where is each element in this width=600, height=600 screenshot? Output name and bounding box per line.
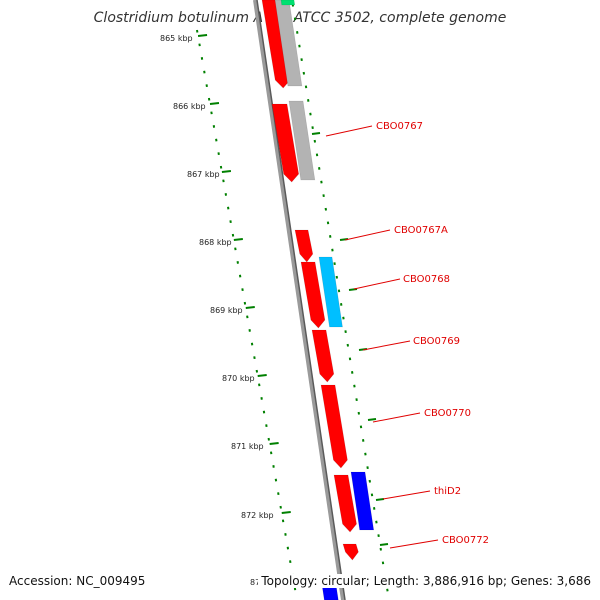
- gene-arrow-red: [294, 229, 314, 263]
- genome-backbone: [253, 0, 345, 600]
- gene-label-cbo0768: CBO0768: [403, 274, 450, 285]
- gene-arrow-gray: [274, 0, 303, 87]
- kbp-tick-label: 865 kbp: [160, 34, 193, 43]
- gene-label-cbo0769: CBO0769: [413, 336, 460, 347]
- gene-label-cbo0767: CBO0767: [376, 121, 423, 132]
- major-tick: [233, 238, 243, 241]
- major-tick: [257, 374, 267, 377]
- gene-arrow-red: [320, 384, 348, 469]
- major-tick: [245, 306, 255, 309]
- gene-arrow-gray: [288, 100, 316, 181]
- gene-label-cbo0767a: CBO0767A: [394, 225, 448, 236]
- label-leader-line: [344, 229, 391, 241]
- major-tick: [269, 442, 279, 445]
- genome-title: Clostridium botulinum A str. ATCC 3502, …: [93, 10, 507, 26]
- kbp-tick-label: 870 kbp: [222, 374, 255, 383]
- tick-ring: [196, 29, 297, 591]
- gene-arrow-red: [311, 329, 335, 383]
- major-tick: [197, 34, 208, 37]
- kbp-tick-label: 872 kbp: [241, 511, 274, 520]
- kbp-tick-label: 869 kbp: [210, 306, 243, 315]
- gene-arrow-red: [261, 0, 291, 89]
- outer-ring-tick: [367, 418, 377, 421]
- accession-text: Accession: NC_009495: [9, 574, 146, 588]
- kbp-tick-label: 867 kbp: [187, 170, 220, 179]
- outer-ring-tick: [311, 132, 321, 135]
- label-leader-line: [362, 340, 411, 351]
- gene-label-cbo0772: CBO0772: [442, 535, 489, 546]
- gene-arrow-dark-blue: [350, 471, 375, 531]
- label-leader-line: [353, 278, 401, 290]
- label-leader-line: [325, 125, 373, 137]
- outer-ring-tick: [348, 288, 358, 291]
- kbp-tick-label-partial: 87: [250, 578, 260, 587]
- major-tick: [209, 102, 220, 105]
- gene-label-cbo0770: CBO0770: [424, 408, 471, 419]
- gene-arrow-light-blue: [318, 256, 343, 328]
- gene-label-thid2: thiD2: [434, 486, 461, 497]
- major-tick: [281, 511, 291, 514]
- gene-features: [261, 0, 375, 600]
- gene-arrow-green: [280, 0, 296, 6]
- major-tick: [221, 170, 232, 173]
- label-leader-line: [382, 490, 431, 500]
- gene-arrow-red: [300, 261, 326, 329]
- gene-label-layer: [325, 125, 439, 549]
- outer-ring-tick: [375, 498, 385, 501]
- kbp-tick-label: 866 kbp: [173, 102, 206, 111]
- gene-arrow-red: [271, 103, 300, 183]
- gene-arrow-red: [333, 474, 357, 533]
- gene-arrow-red: [342, 543, 359, 561]
- outer-dotted-ring: [291, 3, 389, 592]
- outer-ring-tick: [379, 543, 389, 546]
- kbp-tick-label: 871 kbp: [231, 442, 264, 451]
- label-leader-line: [389, 539, 439, 549]
- genome-stats-text: Topology: circular; Length: 3,886,916 bp…: [258, 574, 591, 588]
- label-leader-line: [372, 412, 421, 423]
- kbp-tick-label: 868 kbp: [199, 238, 232, 247]
- genome-backbone-shadow: [256, 0, 346, 600]
